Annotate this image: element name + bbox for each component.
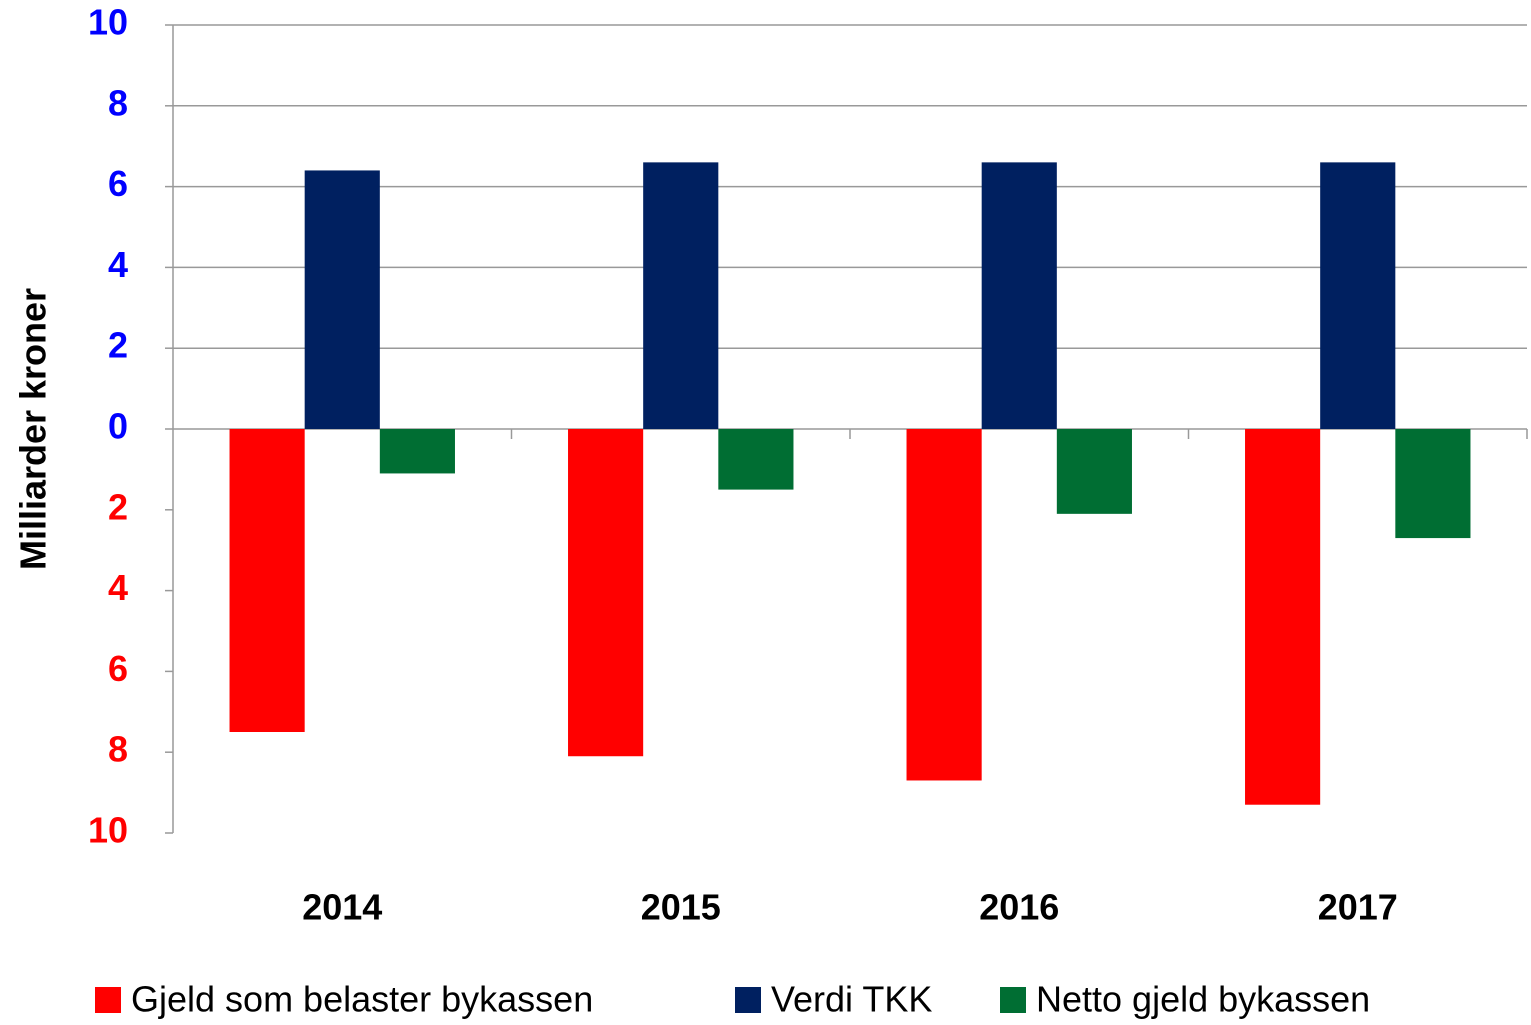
bar: [568, 429, 644, 757]
bar: [906, 429, 982, 781]
legend-swatch: [735, 987, 761, 1013]
legend-label: Gjeld som belaster bykassen: [131, 979, 593, 1020]
y-tick-label: 6: [108, 163, 128, 204]
y-tick-label: 4: [108, 567, 128, 608]
legend-swatch: [1000, 987, 1026, 1013]
x-tick-label: 2016: [979, 887, 1059, 928]
y-tick-label: 0: [108, 406, 128, 447]
y-tick-label: 10: [88, 2, 128, 43]
y-tick-label: 2: [108, 325, 128, 366]
y-tick-label: 4: [108, 244, 128, 285]
bar: [981, 162, 1057, 430]
bar: [379, 429, 455, 474]
legend-label: Netto gjeld bykassen: [1036, 979, 1370, 1020]
legend-label: Verdi TKK: [771, 979, 932, 1020]
y-tick-label: 6: [108, 648, 128, 689]
bar: [304, 170, 380, 429]
bar: [643, 162, 719, 430]
y-tick-label: 10: [88, 810, 128, 851]
y-axis-label: Milliarder kroner: [13, 288, 54, 570]
y-tick-label: 2: [108, 486, 128, 527]
bar: [1056, 429, 1132, 514]
x-tick-label: 2014: [302, 887, 382, 928]
bar: [1395, 429, 1471, 539]
bar: [718, 429, 794, 490]
x-tick-label: 2017: [1318, 887, 1398, 928]
x-tick-label: 2015: [641, 887, 721, 928]
bar: [229, 429, 305, 732]
legend-swatch: [95, 987, 121, 1013]
bar: [1245, 429, 1321, 805]
y-tick-label: 8: [108, 82, 128, 123]
bar: [1320, 162, 1396, 430]
y-tick-label: 8: [108, 729, 128, 770]
